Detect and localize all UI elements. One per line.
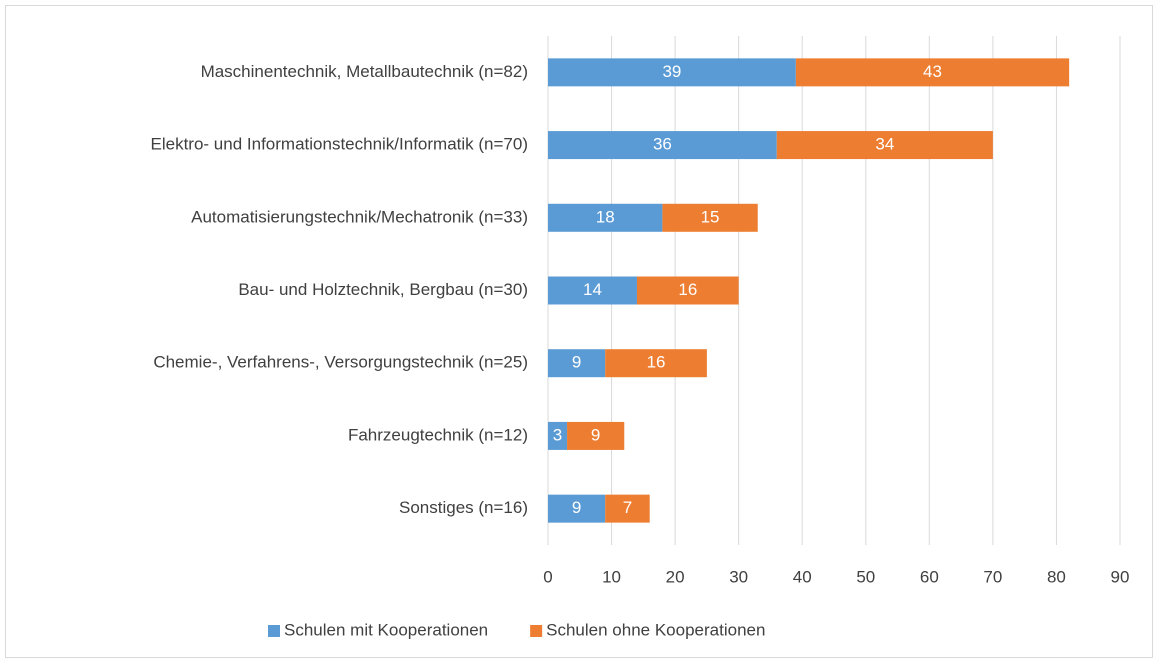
x-tick-label: 50 xyxy=(856,567,875,586)
value-label: 34 xyxy=(875,135,894,154)
bar-segment xyxy=(795,58,1070,87)
legend-label: Schulen ohne Kooperationen xyxy=(546,620,765,639)
y-tick-label: Chemie-, Verfahrens-, Versorgungstechnik… xyxy=(153,353,528,372)
value-label: 7 xyxy=(623,498,632,517)
value-label: 14 xyxy=(583,280,602,299)
bar-segment xyxy=(662,203,758,232)
bar-segment xyxy=(605,349,707,378)
value-label: 15 xyxy=(701,207,720,226)
value-label: 9 xyxy=(591,425,600,444)
bar-segment xyxy=(548,494,606,523)
legend-swatch xyxy=(268,625,280,637)
legend-swatch xyxy=(530,625,543,637)
chart-border xyxy=(5,5,1153,658)
y-tick-label: Sonstiges (n=16) xyxy=(399,498,528,517)
bar-segment xyxy=(548,349,606,378)
x-tick-label: 30 xyxy=(729,567,748,586)
x-tick-label: 90 xyxy=(1111,567,1130,586)
x-tick-label: 0 xyxy=(543,567,552,586)
legend-label: Schulen mit Kooperationen xyxy=(284,620,488,639)
x-tick-label: 10 xyxy=(602,567,621,586)
x-tick-label: 40 xyxy=(793,567,812,586)
value-label: 16 xyxy=(647,353,666,372)
y-tick-label: Maschinentechnik, Metallbautechnik (n=82… xyxy=(201,62,528,81)
bar-segment xyxy=(548,276,637,305)
x-tick-label: 60 xyxy=(920,567,939,586)
bar-segment xyxy=(605,494,650,523)
value-label: 18 xyxy=(596,207,615,226)
bar-segment xyxy=(548,421,568,450)
bar-segment xyxy=(548,131,777,160)
value-label: 3 xyxy=(553,425,562,444)
value-label: 9 xyxy=(572,498,581,517)
y-tick-label: Bau- und Holztechnik, Bergbau (n=30) xyxy=(238,280,528,299)
bar-segment xyxy=(548,58,796,87)
y-tick-label: Fahrzeugtechnik (n=12) xyxy=(348,425,528,444)
value-label: 36 xyxy=(653,135,672,154)
bar-segment xyxy=(548,203,663,232)
x-tick-label: 80 xyxy=(1047,567,1066,586)
x-tick-label: 20 xyxy=(666,567,685,586)
value-label: 43 xyxy=(923,62,942,81)
value-label: 9 xyxy=(572,353,581,372)
bar-segment xyxy=(776,131,993,160)
value-label: 16 xyxy=(678,280,697,299)
y-tick-label: Elektro- und Informationstechnik/Informa… xyxy=(151,135,528,154)
bar-segment xyxy=(567,421,625,450)
value-label: 39 xyxy=(662,62,681,81)
x-tick-label: 70 xyxy=(983,567,1002,586)
y-tick-label: Automatisierungstechnik/Mechatronik (n=3… xyxy=(191,207,528,226)
bar-segment xyxy=(636,276,739,305)
